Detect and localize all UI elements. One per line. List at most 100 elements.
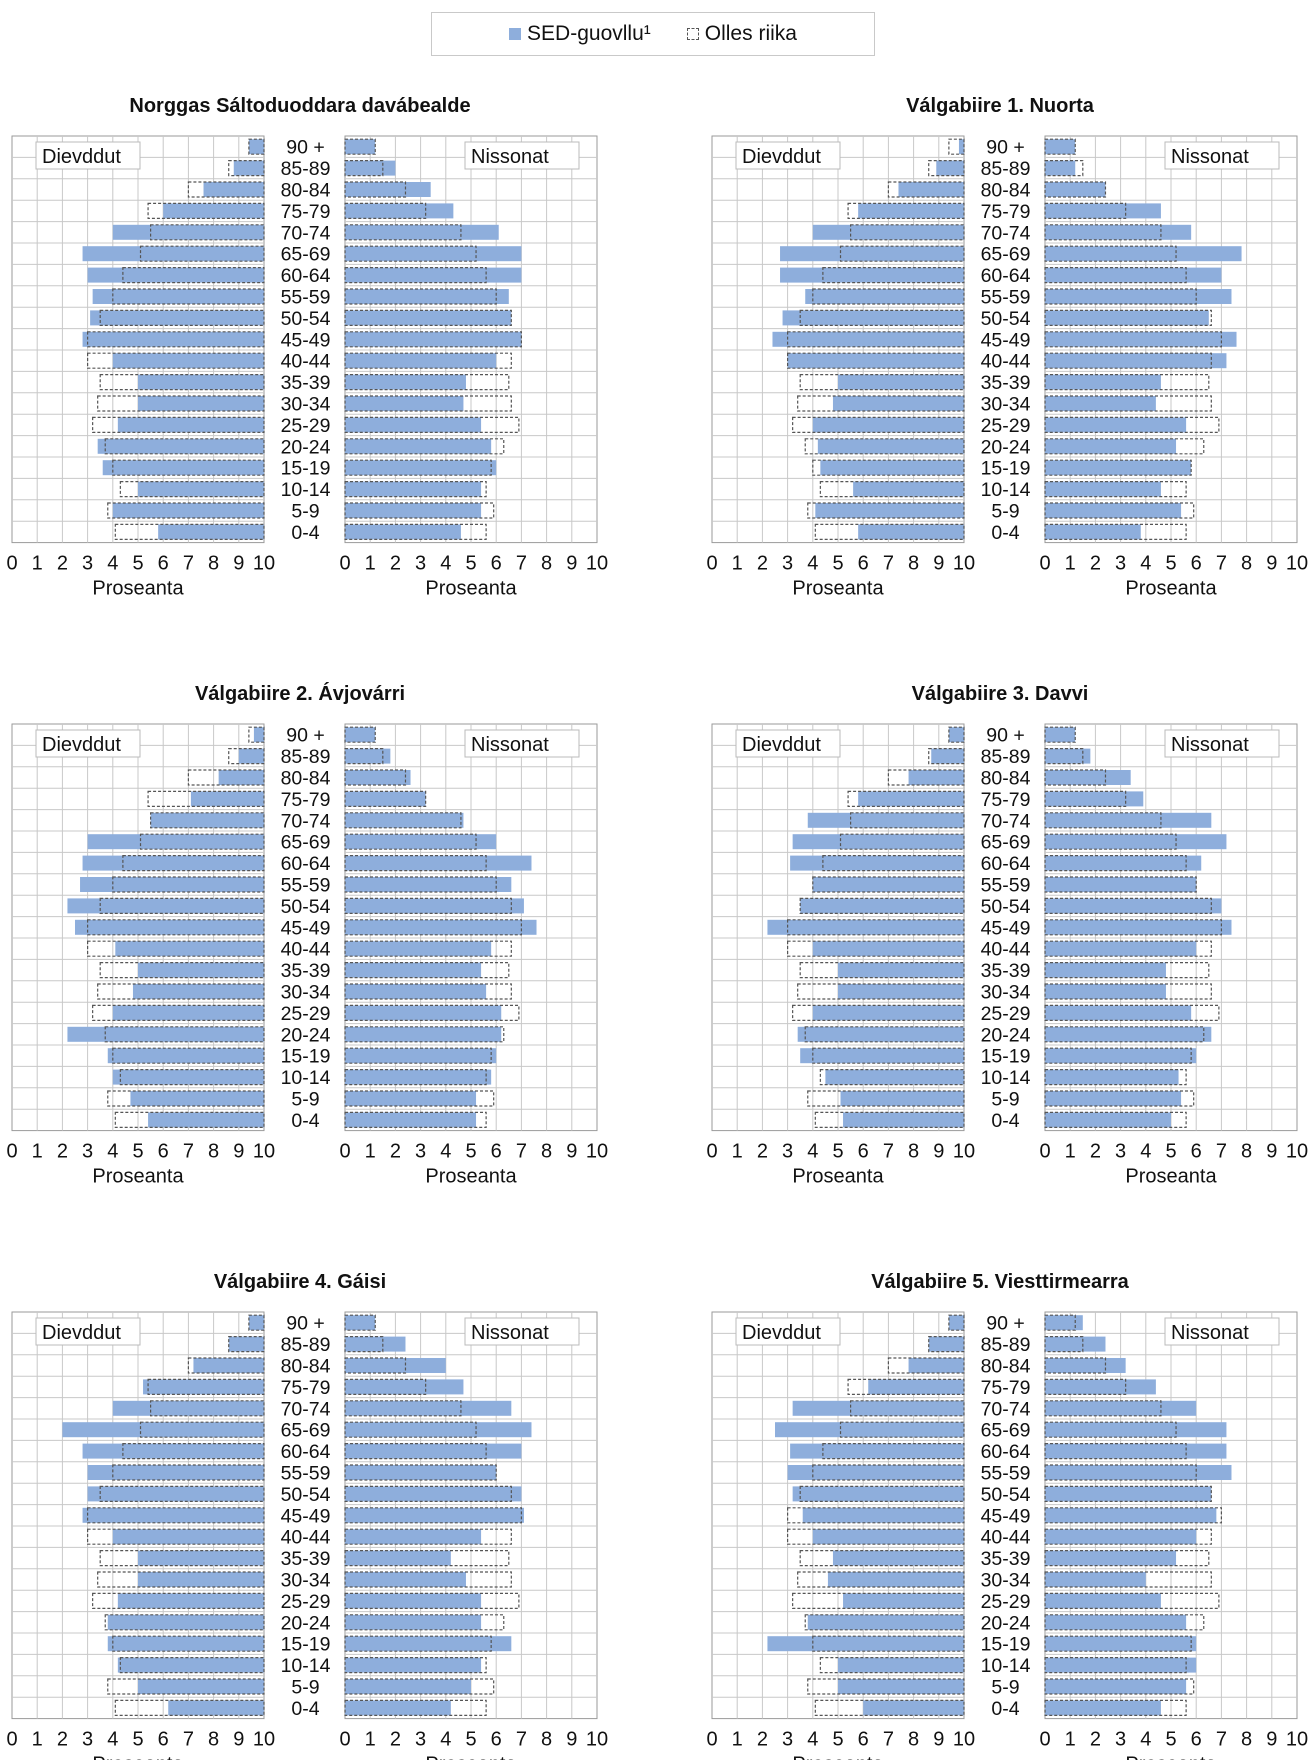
tick-label-men: 4 xyxy=(807,1729,818,1751)
tick-label-men: 1 xyxy=(32,553,43,575)
bar-all-women xyxy=(344,331,522,348)
bar-all-men xyxy=(799,374,965,391)
bar-sed-women xyxy=(1045,727,1076,743)
bar-sed-women xyxy=(1045,203,1161,219)
bar-sed-men xyxy=(97,438,265,454)
bar-all-men xyxy=(812,1047,965,1064)
bar-sed-women xyxy=(345,374,466,390)
side-label-men: Dievddut xyxy=(742,734,821,756)
bar-sed-men xyxy=(797,1026,964,1042)
bar-sed-women xyxy=(345,919,537,935)
bar-all-women xyxy=(344,855,487,872)
tick-label-men: 3 xyxy=(782,553,793,575)
bar-all-men xyxy=(797,395,965,412)
bar-all-women xyxy=(1044,1528,1212,1545)
bar-sed-women xyxy=(1045,984,1166,999)
side-label-box-women xyxy=(464,729,580,758)
tick-label-women: 1 xyxy=(365,553,376,575)
bar-all-men xyxy=(887,769,965,786)
bar-sed-men xyxy=(832,1550,964,1566)
side-label-men: Dievddut xyxy=(742,1322,821,1344)
age-label: 70-74 xyxy=(281,1398,331,1420)
tick-label-women: 3 xyxy=(1115,553,1126,575)
tick-label-women: 5 xyxy=(1165,553,1176,575)
age-label: 75-79 xyxy=(281,789,331,811)
bar-sed-women xyxy=(345,1026,502,1042)
bar-all-women xyxy=(1044,1614,1205,1631)
panel-title: Válgabiire 5. Viesttirmearra xyxy=(871,1271,1129,1293)
bar-sed-women xyxy=(345,1443,522,1459)
tick-label-men: 10 xyxy=(253,1729,275,1751)
bar-sed-women xyxy=(345,1422,532,1438)
bar-all-men xyxy=(112,288,265,305)
tick-label-women: 1 xyxy=(1065,1141,1076,1163)
bar-sed-men xyxy=(948,1315,964,1331)
bar-sed-men xyxy=(858,791,964,807)
tick-label-women: 6 xyxy=(1191,1729,1202,1751)
tick-label-men: 7 xyxy=(883,553,894,575)
bar-sed-men xyxy=(90,310,265,326)
age-label: 65-69 xyxy=(981,244,1031,266)
tick-label-women: 4 xyxy=(440,1729,451,1751)
bar-all-women xyxy=(1044,812,1162,829)
age-label: 25-29 xyxy=(981,415,1031,437)
bar-sed-men xyxy=(107,1636,264,1652)
bar-all-women xyxy=(344,267,487,284)
bar-all-women xyxy=(1044,1004,1220,1021)
bar-all-men xyxy=(150,224,265,241)
x-axis-label-men: Proseanta xyxy=(92,1754,184,1760)
age-label: 70-74 xyxy=(981,222,1031,244)
bar-sed-women xyxy=(1045,438,1177,454)
age-label: 50-54 xyxy=(981,896,1031,918)
age-label: 45-49 xyxy=(281,329,331,351)
bar-sed-men xyxy=(838,1657,964,1673)
bar-sed-men xyxy=(838,374,964,390)
side-label-men: Dievddut xyxy=(42,1322,121,1344)
bar-sed-men xyxy=(138,1550,264,1566)
bar-all-women xyxy=(344,726,376,743)
bar-all-men xyxy=(112,876,265,893)
age-label: 55-59 xyxy=(281,287,331,309)
age-label: 75-79 xyxy=(981,1377,1031,1399)
bar-all-men xyxy=(948,726,965,743)
bar-all-women xyxy=(344,748,384,765)
tick-label-women: 9 xyxy=(566,1729,577,1751)
bar-all-men xyxy=(99,309,265,326)
tick-label-women: 6 xyxy=(1191,553,1202,575)
tick-label-men: 5 xyxy=(132,1729,143,1751)
tick-label-men: 4 xyxy=(107,1729,118,1751)
age-label: 35-39 xyxy=(981,372,1031,394)
age-label: 80-84 xyxy=(981,768,1031,790)
bar-all-women xyxy=(344,1400,462,1417)
bar-all-women xyxy=(1044,1443,1187,1460)
age-label: 30-34 xyxy=(281,982,331,1004)
age-label: 45-49 xyxy=(281,917,331,939)
bar-all-women xyxy=(344,962,510,979)
age-label: 85-89 xyxy=(281,1334,331,1356)
side-label-box-women xyxy=(464,1317,580,1346)
bar-all-women xyxy=(1044,160,1084,177)
bar-all-women xyxy=(344,769,407,786)
bar-sed-women xyxy=(345,1572,466,1587)
age-label: 0-4 xyxy=(991,522,1019,544)
bar-all-men xyxy=(119,481,265,498)
age-label: 50-54 xyxy=(981,308,1031,330)
bar-sed-women xyxy=(1045,1422,1227,1438)
tick-label-women: 10 xyxy=(586,553,608,575)
bar-sed-women xyxy=(1045,877,1197,892)
bar-sed-women xyxy=(1045,791,1144,807)
tick-label-men: 5 xyxy=(832,553,843,575)
bar-all-men xyxy=(114,523,265,541)
bar-all-men xyxy=(839,245,965,262)
age-label: 60-64 xyxy=(281,1441,331,1463)
bar-all-women xyxy=(1044,502,1195,519)
tick-label-women: 8 xyxy=(1241,1729,1252,1751)
x-axis-label-women: Proseanta xyxy=(425,1754,517,1760)
bar-sed-women xyxy=(1045,481,1161,497)
bar-sed-men xyxy=(117,417,264,433)
tick-label-women: 7 xyxy=(516,1729,527,1751)
bar-sed-women xyxy=(1045,1005,1192,1021)
age-label: 20-24 xyxy=(281,1024,331,1046)
bar-all-men xyxy=(822,1443,965,1460)
tick-label-women: 0 xyxy=(339,1729,350,1751)
